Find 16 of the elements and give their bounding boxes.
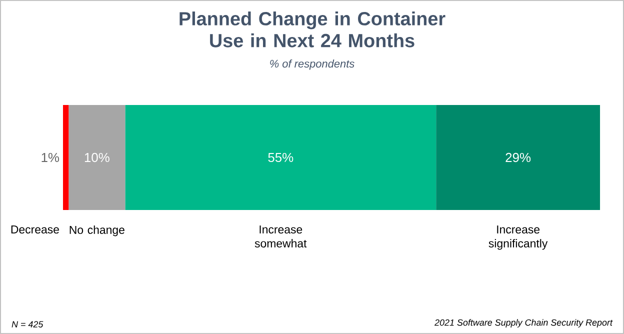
- data-label: 1%: [42, 152, 60, 162]
- bar: [125, 104, 436, 210]
- text: 2021 Software Supply Chain Security Report: [434, 319, 613, 328]
- series-label: Increase significantly: [488, 226, 548, 250]
- chart-title: Planned Change in Container Use in Next 24 Months: [180, 12, 446, 48]
- series-label: Decrease: [11, 226, 59, 234]
- series-label: No change: [70, 226, 124, 236]
- series-label: Increase somewhat: [254, 226, 307, 248]
- bar: [63, 104, 69, 210]
- data-label: 29%: [506, 152, 531, 162]
- chart-subtitle: % of respondents: [270, 60, 354, 70]
- bar: [436, 104, 600, 210]
- data-label: 55%: [268, 152, 294, 162]
- bar: [68, 104, 126, 210]
- text: N = 425: [12, 321, 44, 328]
- data-label: 10%: [84, 152, 110, 162]
